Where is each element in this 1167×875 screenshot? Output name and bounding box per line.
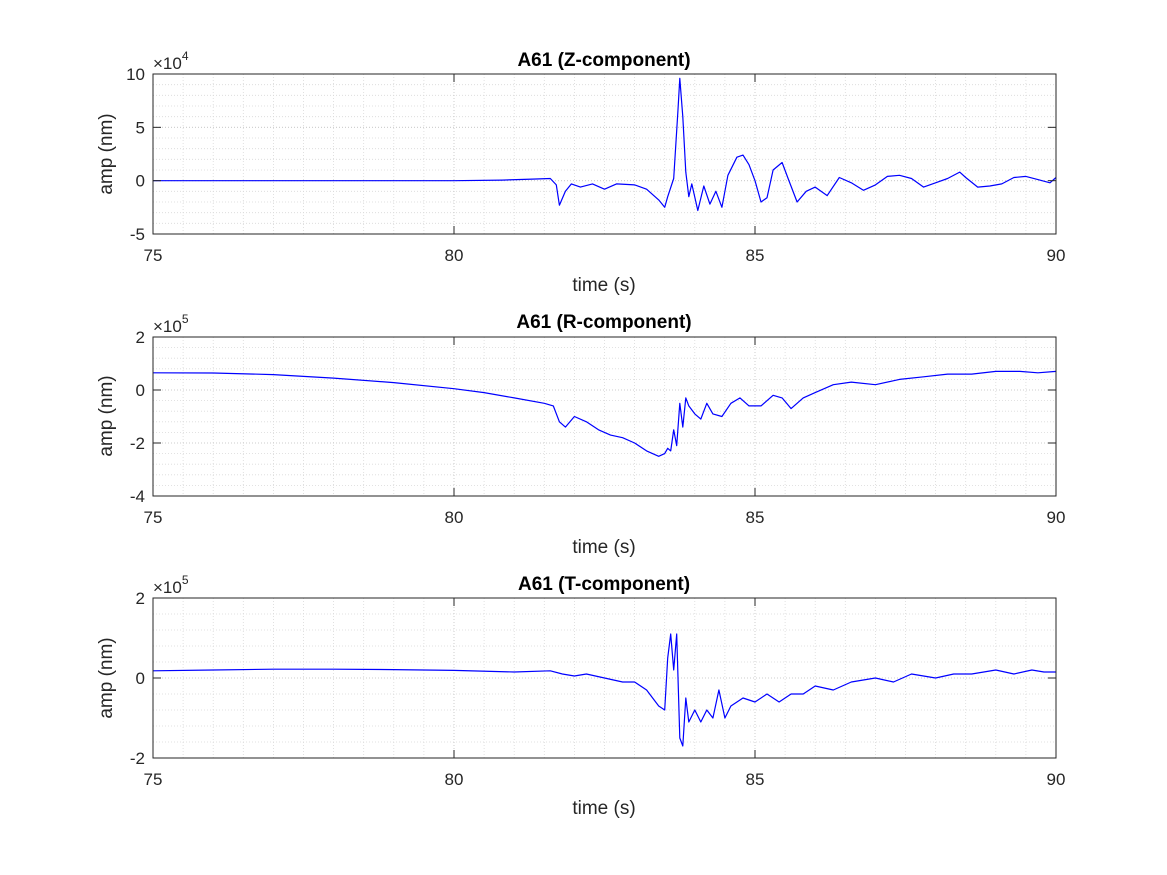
chart-title: A61 (R-component) (516, 312, 691, 333)
y-tick-label: 0 (136, 381, 145, 400)
panel-t-component: A61 (T-component) ×105 time (s) amp (nm)… (96, 573, 1065, 819)
x-tick-label: 75 (144, 770, 163, 789)
x-tick-label: 80 (445, 508, 464, 527)
y-axis-label: amp (nm) (96, 637, 117, 718)
x-axis-label: time (s) (572, 275, 635, 296)
panel-z-component: A61 (Z-component) ×104 time (s) amp (nm)… (96, 49, 1065, 296)
y-tick-label: -2 (130, 749, 145, 768)
exponent-base: ×10 (153, 317, 182, 336)
axes-box (152, 73, 1057, 235)
y-tick-label: -4 (130, 487, 145, 506)
x-tick-label: 80 (445, 246, 464, 265)
y-tick-label: -5 (130, 225, 145, 244)
x-tick-label: 85 (746, 770, 765, 789)
y-axis-label: amp (nm) (96, 113, 117, 194)
x-tick-label: 75 (144, 246, 163, 265)
x-axis-label: time (s) (572, 798, 635, 819)
y-tick-label: 5 (136, 118, 145, 137)
y-tick-label: -2 (130, 434, 145, 453)
exponent-power: 5 (182, 573, 189, 587)
x-tick-label: 90 (1047, 246, 1066, 265)
y-tick-label: 2 (136, 589, 145, 608)
exponent-base: ×10 (153, 54, 182, 73)
y-tick-label: 10 (126, 65, 145, 84)
y-tick-label: 0 (136, 172, 145, 191)
series-line (153, 77, 1057, 212)
x-tick-label: 80 (445, 770, 464, 789)
series-line (152, 633, 1056, 747)
x-tick-label: 75 (144, 508, 163, 527)
x-axis-label: time (s) (572, 537, 635, 558)
x-tick-label: 85 (746, 246, 765, 265)
series-line (152, 370, 1057, 457)
exponent-label: ×104 (153, 49, 189, 73)
x-tick-label: 90 (1047, 770, 1066, 789)
chart-title: A61 (T-component) (518, 574, 690, 595)
axes-box (152, 336, 1057, 497)
x-tick-label: 85 (746, 508, 765, 527)
panel-r-component: A61 (R-component) ×105 time (s) amp (nm)… (96, 312, 1065, 558)
exponent-power: 5 (182, 312, 189, 326)
y-axis-label: amp (nm) (96, 375, 117, 456)
exponent-label: ×105 (153, 573, 189, 597)
exponent-label: ×105 (153, 312, 189, 336)
y-tick-label: 0 (136, 669, 145, 688)
chart-title: A61 (Z-component) (517, 50, 690, 71)
exponent-base: ×10 (153, 578, 182, 597)
y-tick-label: 2 (136, 328, 145, 347)
exponent-power: 4 (182, 49, 189, 63)
x-tick-label: 90 (1047, 508, 1066, 527)
